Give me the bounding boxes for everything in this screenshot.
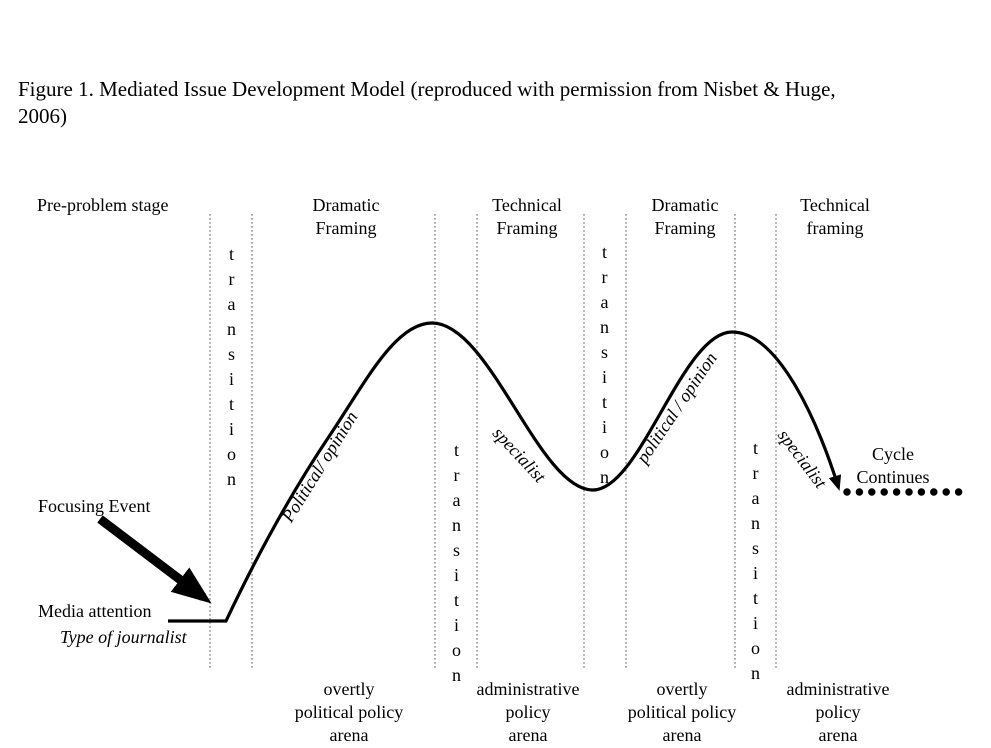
focusing-event-label: Focusing Event bbox=[38, 496, 151, 516]
arena-label-4: administrative policy arena bbox=[786, 679, 890, 745]
transition-word-1: transition bbox=[221, 244, 242, 494]
type-of-journalist-label: Type of journalist bbox=[60, 627, 187, 647]
media-attention-label: Media attention bbox=[38, 601, 152, 621]
stage-header-dramatic-framing-1: Dramatic Framing bbox=[312, 195, 380, 238]
arena-label-1: overtly political policy arena bbox=[294, 679, 404, 745]
transition-word-2: transition bbox=[446, 440, 467, 690]
stage-header-dramatic-framing-2: Dramatic Framing bbox=[651, 195, 719, 238]
transition-word-4: transition bbox=[745, 438, 766, 688]
arena-label-3: overtly political policy arena bbox=[627, 679, 737, 745]
issue-attention-curve bbox=[168, 321, 842, 623]
arena-label-2: administrative policy arena bbox=[476, 679, 580, 745]
stage-header-pre-problem: Pre-problem stage bbox=[37, 195, 169, 215]
focusing-event-arrow bbox=[97, 515, 212, 604]
figure-title: Figure 1. Mediated Issue Development Mod… bbox=[18, 77, 836, 128]
cycle-continues-label: Cycle Continues bbox=[856, 444, 930, 487]
stage-header-technical-framing-2: Technical framing bbox=[800, 195, 870, 238]
transition-word-3: transition bbox=[594, 242, 615, 492]
stage-header-technical-framing-1: Technical Framing bbox=[492, 195, 562, 238]
